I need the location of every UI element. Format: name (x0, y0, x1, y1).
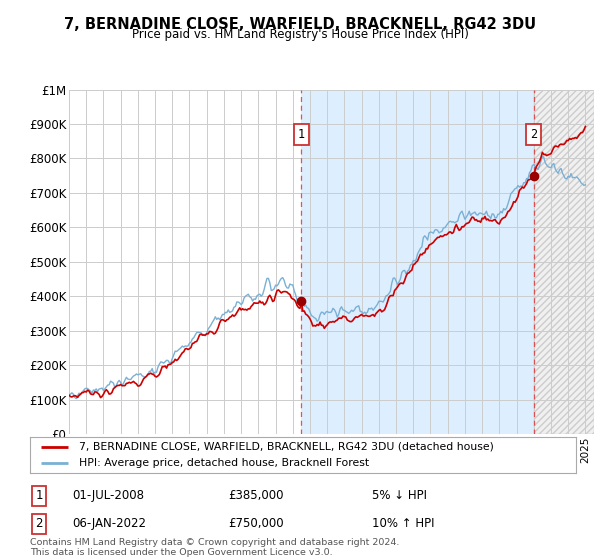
Bar (534, 90, 594, 434)
Text: Price paid vs. HM Land Registry's House Price Index (HPI): Price paid vs. HM Land Registry's House … (131, 28, 469, 41)
Text: 7, BERNADINE CLOSE, WARFIELD, BRACKNELL, RG42 3DU (detached house): 7, BERNADINE CLOSE, WARFIELD, BRACKNELL,… (79, 442, 494, 451)
Text: 2: 2 (530, 128, 538, 141)
Text: 2: 2 (35, 517, 43, 530)
Text: £385,000: £385,000 (228, 489, 284, 502)
Text: 7, BERNADINE CLOSE, WARFIELD, BRACKNELL, RG42 3DU: 7, BERNADINE CLOSE, WARFIELD, BRACKNELL,… (64, 17, 536, 32)
Text: 5% ↓ HPI: 5% ↓ HPI (372, 489, 427, 502)
Bar (301, 90, 534, 434)
Text: 01-JUL-2008: 01-JUL-2008 (72, 489, 144, 502)
Text: 06-JAN-2022: 06-JAN-2022 (72, 517, 146, 530)
Text: 10% ↑ HPI: 10% ↑ HPI (372, 517, 434, 530)
Text: 1: 1 (35, 489, 43, 502)
Text: £750,000: £750,000 (228, 517, 284, 530)
Text: 1: 1 (298, 128, 305, 141)
Text: HPI: Average price, detached house, Bracknell Forest: HPI: Average price, detached house, Brac… (79, 459, 369, 468)
Text: Contains HM Land Registry data © Crown copyright and database right 2024.
This d: Contains HM Land Registry data © Crown c… (30, 538, 400, 557)
